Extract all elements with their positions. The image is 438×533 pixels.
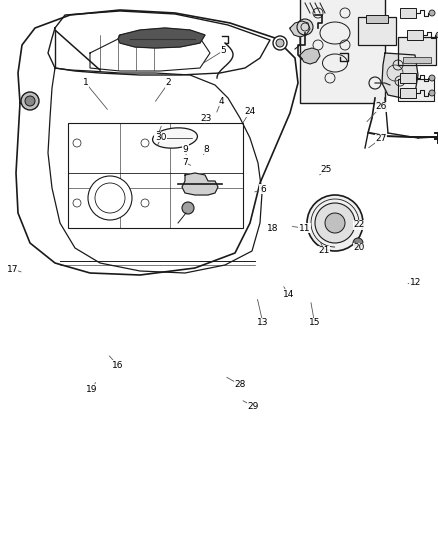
- Text: 14: 14: [283, 290, 294, 298]
- Circle shape: [307, 195, 363, 251]
- Polygon shape: [290, 21, 310, 37]
- Text: 19: 19: [86, 385, 98, 393]
- Text: 25: 25: [321, 165, 332, 174]
- Circle shape: [315, 203, 355, 243]
- Polygon shape: [118, 28, 205, 48]
- Circle shape: [297, 19, 313, 35]
- Bar: [403, 57, 431, 63]
- Text: 7: 7: [182, 158, 188, 167]
- Circle shape: [276, 39, 284, 47]
- Text: 2: 2: [166, 78, 171, 87]
- Text: 26: 26: [375, 102, 387, 111]
- Circle shape: [21, 92, 39, 110]
- Text: 16: 16: [112, 361, 123, 369]
- Text: 20: 20: [353, 244, 365, 252]
- Text: 9: 9: [182, 145, 188, 154]
- Text: 21: 21: [318, 246, 330, 255]
- Text: 1: 1: [82, 78, 88, 87]
- Circle shape: [429, 90, 435, 96]
- Bar: [407, 30, 423, 40]
- Circle shape: [429, 10, 435, 16]
- Circle shape: [325, 213, 345, 233]
- Text: 24: 24: [244, 108, 255, 116]
- Ellipse shape: [152, 128, 198, 148]
- Polygon shape: [382, 53, 418, 98]
- Circle shape: [88, 176, 132, 220]
- Text: 15: 15: [309, 318, 320, 327]
- Bar: [358, 17, 396, 45]
- Bar: [400, 73, 416, 83]
- Text: 6: 6: [260, 185, 266, 193]
- Text: 27: 27: [375, 134, 387, 143]
- Text: 30: 30: [155, 133, 167, 142]
- Text: 13: 13: [257, 318, 268, 327]
- Text: 28: 28: [234, 381, 246, 389]
- Text: 12: 12: [410, 278, 421, 287]
- Circle shape: [429, 75, 435, 81]
- Text: 22: 22: [353, 221, 365, 229]
- Bar: [400, 88, 416, 98]
- Text: 11: 11: [299, 224, 310, 232]
- Text: 8: 8: [203, 145, 209, 154]
- Bar: [400, 8, 416, 18]
- Circle shape: [353, 238, 363, 248]
- Polygon shape: [300, 48, 320, 64]
- Bar: [366, 15, 388, 23]
- Circle shape: [25, 96, 35, 106]
- Text: 5: 5: [220, 46, 226, 55]
- Text: 23: 23: [200, 114, 212, 123]
- Bar: [398, 79, 434, 101]
- Polygon shape: [182, 173, 218, 195]
- Text: 18: 18: [267, 224, 278, 232]
- Text: 4: 4: [219, 97, 224, 106]
- Circle shape: [182, 202, 194, 214]
- Text: 29: 29: [247, 402, 259, 410]
- Circle shape: [273, 36, 287, 50]
- Bar: [68, 123, 243, 228]
- Text: 17: 17: [7, 265, 18, 273]
- Bar: [300, 0, 385, 103]
- Text: 3: 3: [155, 132, 161, 140]
- Circle shape: [436, 32, 438, 38]
- Bar: [398, 37, 436, 65]
